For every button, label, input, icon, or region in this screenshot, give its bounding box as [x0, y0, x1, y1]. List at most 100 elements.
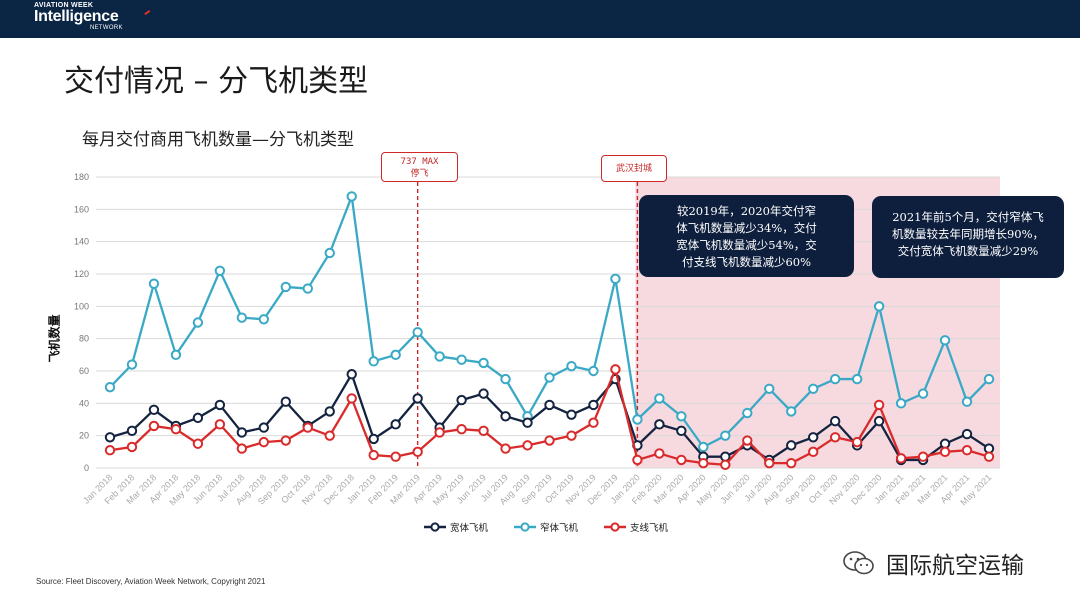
data-point-narrowbody [917, 388, 929, 399]
watermark-text: 国际航空运输 [886, 553, 1024, 579]
data-point-narrowbody [280, 281, 291, 293]
data-point-regional [478, 425, 489, 437]
y-tick-label: 20 [79, 431, 89, 441]
callout-line: 机数量较去年同期增长90%， [891, 227, 1045, 241]
data-point-narrowbody [192, 317, 204, 328]
data-point-regional [632, 454, 643, 466]
data-point-widebody [126, 425, 138, 437]
data-point-widebody [786, 440, 797, 451]
data-point-narrowbody [698, 441, 709, 453]
y-tick-label: 80 [79, 334, 89, 344]
data-point-regional [566, 430, 577, 441]
data-point-regional [434, 427, 445, 438]
data-point-narrowbody [324, 247, 335, 259]
legend-label: 支线飞机 [630, 523, 669, 534]
data-point-regional [390, 451, 401, 462]
callout-2021: 2021年前5个月，交付窄体飞 机数量较去年同期增长90%， 交付宽体飞机数量减… [872, 196, 1064, 278]
data-point-widebody [258, 422, 270, 433]
data-point-narrowbody [786, 406, 797, 417]
data-point-narrowbody [742, 407, 753, 419]
data-point-narrowbody [412, 327, 423, 338]
data-point-regional [258, 436, 270, 448]
data-point-regional [698, 457, 709, 469]
data-point-widebody [500, 411, 511, 422]
data-point-narrowbody [632, 414, 643, 425]
data-point-narrowbody [939, 335, 951, 346]
data-point-narrowbody [764, 383, 775, 394]
data-point-regional [280, 435, 291, 446]
data-point-regional [873, 399, 885, 411]
data-point-widebody [368, 433, 379, 445]
data-point-narrowbody [588, 365, 599, 377]
data-point-narrowbody [961, 396, 973, 407]
data-point-widebody [456, 394, 467, 406]
data-point-widebody [390, 419, 401, 430]
data-point-narrowbody [808, 383, 819, 394]
data-point-widebody [280, 396, 291, 407]
y-tick-label: 120 [74, 269, 89, 279]
header-bar: AVIATION WEEK Intelligence NETWORK [0, 0, 1080, 38]
y-tick-label: 180 [74, 172, 89, 182]
callout-line: 交付宽体飞机数量减少29% [897, 244, 1039, 258]
data-point-narrowbody [829, 373, 841, 385]
data-point-narrowbody [983, 373, 995, 385]
data-point-widebody [412, 393, 423, 404]
data-point-narrowbody [500, 373, 511, 385]
data-point-widebody [214, 399, 226, 411]
data-point-narrowbody [654, 393, 665, 404]
legend-label: 窄体飞机 [540, 523, 579, 534]
data-point-regional [126, 441, 138, 453]
aviation-week-logo: AVIATION WEEK Intelligence NETWORK [34, 2, 154, 31]
data-point-narrowbody [456, 354, 467, 365]
data-point-narrowbody [302, 283, 313, 294]
data-point-narrowbody [566, 360, 577, 372]
wechat-watermark: 国际航空运输 [842, 546, 1024, 580]
data-point-regional [214, 419, 226, 430]
data-point-widebody [236, 427, 248, 438]
data-point-regional [764, 457, 775, 469]
data-point-narrowbody [873, 301, 885, 312]
data-point-widebody [478, 388, 489, 399]
data-point-widebody [654, 419, 665, 430]
event-label-737-max: 737 MAX 停飞 [381, 152, 458, 182]
data-point-narrowbody [895, 398, 907, 409]
data-point-widebody [192, 412, 204, 424]
data-point-widebody [522, 417, 533, 428]
data-point-regional [851, 436, 863, 448]
data-point-regional [588, 417, 599, 428]
data-point-regional [720, 459, 731, 470]
data-point-regional [917, 451, 929, 462]
chart-title: 每月交付商用飞机数量—分飞机类型 [82, 130, 354, 150]
y-tick-label: 0 [84, 463, 89, 473]
data-point-narrowbody [126, 359, 138, 370]
data-point-regional [939, 446, 951, 458]
callout-line: 较2019年，2020年交付窄 [676, 204, 817, 218]
data-point-regional [676, 454, 687, 466]
data-point-widebody [961, 428, 973, 440]
data-point-widebody [873, 415, 885, 427]
callout-line: 付支线飞机数量减少60% [681, 255, 812, 269]
data-point-narrowbody [236, 312, 248, 323]
legend-label: 宽体飞机 [450, 523, 489, 534]
legend-marker-narrowbody [514, 522, 537, 532]
data-point-regional [961, 445, 973, 456]
data-point-regional [500, 443, 511, 454]
data-point-widebody [566, 409, 577, 420]
data-point-narrowbody [368, 356, 379, 367]
data-point-narrowbody [346, 191, 357, 202]
data-point-widebody [324, 406, 335, 417]
data-point-regional [808, 446, 819, 458]
wechat-icon [843, 551, 874, 575]
callout-line: 2021年前5个月，交付窄体飞 [892, 210, 1044, 224]
data-point-regional [829, 432, 841, 443]
y-tick-label: 160 [74, 204, 89, 214]
data-point-regional [236, 443, 248, 454]
data-point-widebody [346, 369, 357, 380]
data-point-regional [786, 457, 797, 469]
data-point-regional [456, 424, 467, 435]
legend-item-narrowbody: 窄体飞机 [514, 520, 578, 534]
data-point-widebody [148, 404, 160, 415]
data-point-narrowbody [676, 411, 687, 422]
event-label-line: 停飞 [410, 169, 429, 179]
event-label-wuhan: 武汉封城 [601, 155, 667, 182]
